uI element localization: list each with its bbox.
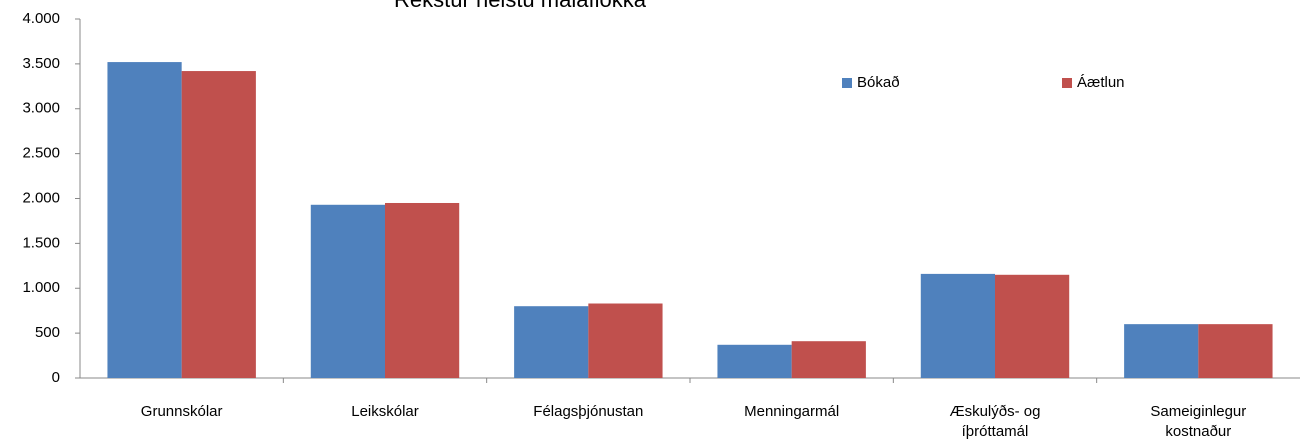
- legend-label: Áætlun: [1077, 74, 1125, 91]
- x-tick-label: Menningarmál: [744, 403, 840, 420]
- y-tick-label: 3.000: [22, 100, 60, 117]
- y-tick-label: 500: [35, 324, 60, 341]
- x-tick-label: Sameiginlegur kostnaður: [1150, 403, 1247, 440]
- x-tick-label: Æskulýðs- og íþróttamál: [949, 403, 1041, 440]
- bar: [791, 341, 866, 378]
- y-tick-label: 1.500: [22, 234, 60, 251]
- chart-title: Rekstur helstu málaflokka: [394, 0, 647, 12]
- legend-swatch: [1062, 78, 1072, 88]
- y-tick-label: 0: [52, 369, 60, 386]
- bar: [385, 202, 460, 378]
- bar: [310, 204, 385, 378]
- bar: [920, 273, 995, 378]
- x-tick-label: Félagsþjónustan: [533, 403, 644, 420]
- bar: [717, 344, 792, 378]
- y-tick-label: 3.500: [22, 55, 60, 72]
- y-tick-label: 2.000: [22, 189, 60, 206]
- bar: [181, 71, 256, 379]
- legend-label: Bókað: [857, 74, 900, 91]
- legend-swatch: [842, 78, 852, 88]
- y-tick-label: 1.000: [22, 279, 60, 296]
- x-tick-label: Grunnskólar: [140, 403, 223, 420]
- bar: [514, 306, 589, 378]
- x-tick-label: Leikskólar: [351, 403, 419, 420]
- y-tick-label: 2.500: [22, 145, 60, 162]
- bar: [1198, 324, 1273, 378]
- bar: [1124, 324, 1199, 378]
- bar: [588, 303, 663, 378]
- y-tick-label: 4.000: [22, 10, 60, 27]
- bar: [107, 62, 182, 379]
- bar: [995, 274, 1070, 378]
